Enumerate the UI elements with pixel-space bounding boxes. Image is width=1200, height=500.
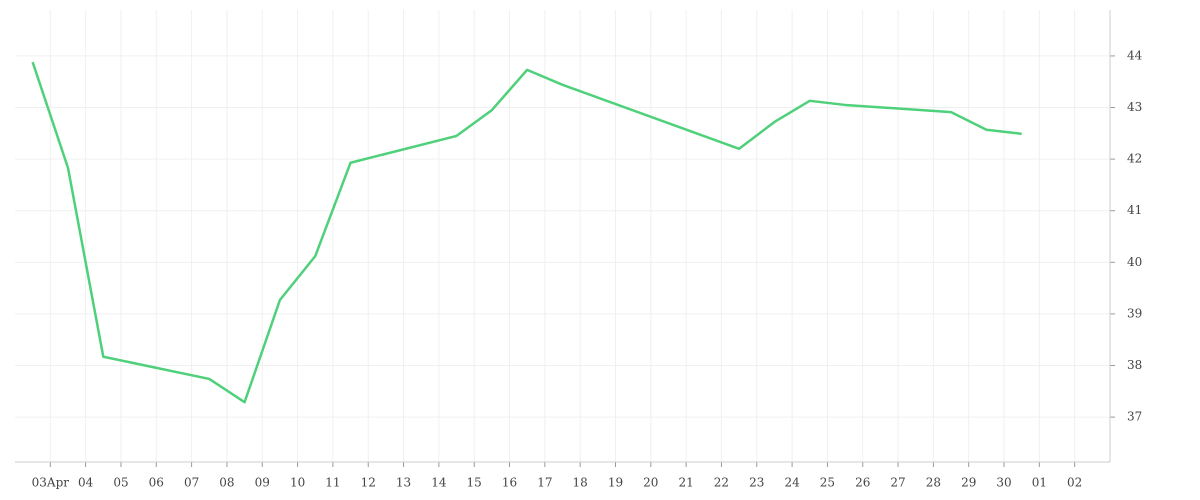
x-tick-label: 30 [996,476,1011,490]
y-tick-label: 43 [1127,100,1142,114]
x-tick-label: 20 [643,476,658,490]
x-tick-label: 09 [255,476,270,490]
x-tick-label: 12 [361,476,376,490]
data-line [31,61,1022,404]
x-tick-label: 13 [396,476,411,490]
x-tick-label: 06 [149,476,164,490]
x-tick-label: 14 [431,476,447,490]
x-tick-label: 17 [537,476,552,490]
y-tick-label: 37 [1127,410,1142,424]
y-tick-label: 42 [1127,152,1142,166]
x-tick-label: 27 [890,476,905,490]
x-tick-label: 16 [502,476,517,490]
y-tick-label: 41 [1127,203,1142,217]
x-tick-label: 02 [1067,476,1082,490]
x-tick-label: 23 [749,476,764,490]
x-tick-label: 19 [608,476,623,490]
x-tick-label: 21 [678,476,693,490]
x-tick-label: 26 [855,476,870,490]
y-tick-label: 44 [1127,48,1143,62]
y-tick-label: 38 [1127,358,1142,372]
x-tick-label: 18 [573,476,588,490]
x-tick-label: 07 [184,476,199,490]
x-tick-label: 08 [219,476,234,490]
y-tick-label: 39 [1127,306,1142,320]
x-tick-label: 22 [714,476,729,490]
x-tick-label: 04 [78,476,94,490]
x-tick-label: 25 [820,476,835,490]
x-tick-label: 10 [290,476,305,490]
x-tick-label: 03Apr [32,476,70,490]
x-tick-label: 29 [961,476,976,490]
x-tick-label: 28 [926,476,941,490]
y-tick-label: 40 [1127,255,1142,269]
x-tick-label: 01 [1032,476,1047,490]
x-tick-label: 15 [467,476,482,490]
x-tick-label: 11 [325,476,340,490]
x-tick-label: 05 [113,476,128,490]
x-tick-label: 24 [784,476,800,490]
